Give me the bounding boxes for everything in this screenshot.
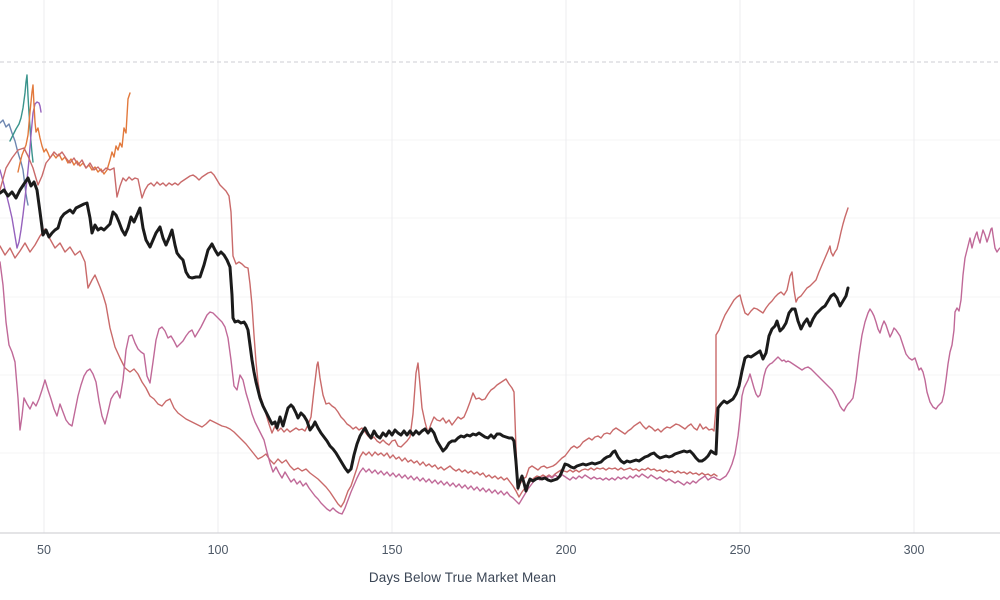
x-tick-label: 200 [556,543,577,557]
series-purple-short [0,101,42,249]
series-salmon-lower-band [0,228,718,508]
series-black-mean [0,176,850,493]
x-tick-label: 150 [382,543,403,557]
x-tick-label: 50 [37,543,51,557]
series-pink-long [0,227,1000,515]
x-tick-label: 300 [904,543,925,557]
x-axis-title: Days Below True Market Mean [368,570,557,585]
x-tick-label: 100 [208,543,229,557]
series-orange-short [17,84,131,175]
x-tick-label: 250 [730,543,751,557]
series-salmon-upper-band [0,147,849,491]
